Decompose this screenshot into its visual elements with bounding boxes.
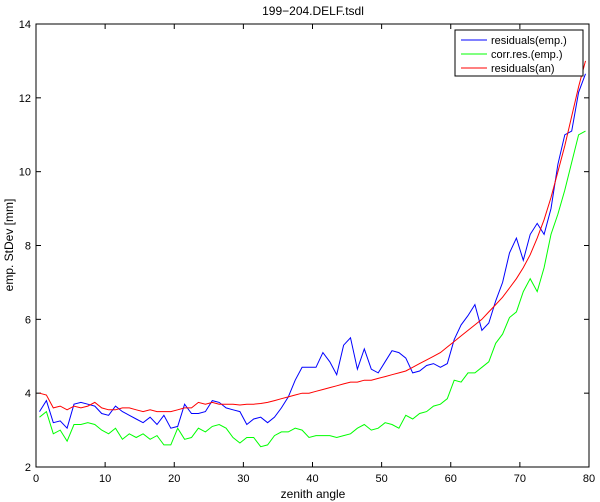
series-line-corr-res-emp <box>39 130 586 448</box>
y-axis-label: emp. StDev [mm] <box>2 199 16 292</box>
x-tick-label: 80 <box>583 473 595 485</box>
x-tick-label: 50 <box>376 473 388 485</box>
x-axis: 0 10 20 30 40 50 60 70 80 <box>33 24 595 485</box>
y-tick-label: 6 <box>25 314 31 326</box>
x-tick-label: 0 <box>33 473 39 485</box>
y-tick-label: 14 <box>19 19 31 31</box>
y-tick-label: 10 <box>19 167 31 179</box>
legend: residuals(emp.) corr.res.(emp.) residuals(… <box>454 29 584 77</box>
series-line-residuals-an <box>39 60 586 413</box>
x-tick-label: 10 <box>99 473 111 485</box>
y-tick-label: 8 <box>25 241 31 253</box>
y-tick-label: 4 <box>25 388 31 400</box>
series-line-residuals-emp <box>39 73 586 430</box>
plot-area <box>35 23 590 468</box>
legend-label-residuals-an: residuals(an) <box>491 63 555 75</box>
x-axis-label: zenith angle <box>281 487 346 501</box>
x-tick-label: 20 <box>168 473 180 485</box>
x-tick-label: 70 <box>514 473 526 485</box>
x-tick-label: 30 <box>237 473 249 485</box>
legend-label-residuals-emp: residuals(emp.) <box>491 35 567 47</box>
series-lines <box>39 60 586 448</box>
x-tick-label: 40 <box>306 473 318 485</box>
chart-title: 199−204.DELF.tsdl <box>262 4 364 18</box>
y-tick-label: 12 <box>19 93 31 105</box>
x-tick-label: 60 <box>445 473 457 485</box>
y-tick-label: 2 <box>25 462 31 474</box>
y-axis: 2 4 6 8 10 12 14 <box>19 19 589 474</box>
legend-label-corr-res-emp: corr.res.(emp.) <box>491 49 563 61</box>
